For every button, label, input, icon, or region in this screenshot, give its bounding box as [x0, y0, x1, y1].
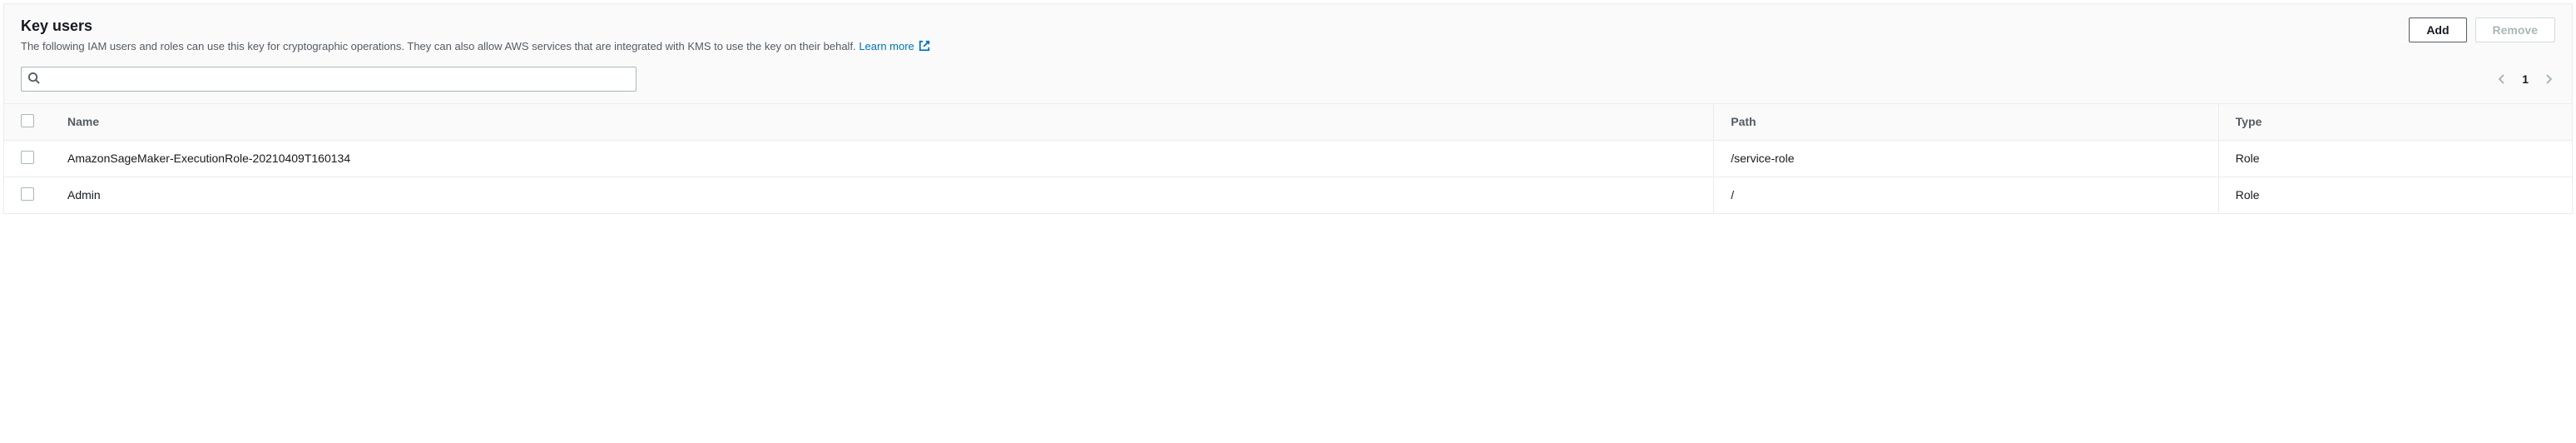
column-header-type[interactable]: Type	[2218, 103, 2572, 140]
table-header-row: Name Path Type	[4, 103, 2572, 140]
row-name: AmazonSageMaker-ExecutionRole-20210409T1…	[51, 140, 1714, 177]
key-users-panel: Key users The following IAM users and ro…	[3, 3, 2573, 214]
row-checkbox[interactable]	[21, 151, 34, 164]
column-header-path[interactable]: Path	[1714, 103, 2219, 140]
learn-more-link[interactable]: Learn more	[859, 40, 930, 52]
row-type: Role	[2218, 140, 2572, 177]
panel-header: Key users The following IAM users and ro…	[4, 4, 2572, 67]
row-name: Admin	[51, 177, 1714, 213]
next-page-button[interactable]	[2542, 72, 2555, 86]
row-type: Role	[2218, 177, 2572, 213]
description-text: The following IAM users and roles can us…	[21, 40, 856, 52]
row-checkbox[interactable]	[21, 187, 34, 201]
panel-description: The following IAM users and roles can us…	[21, 38, 2409, 57]
header-left: Key users The following IAM users and ro…	[21, 17, 2409, 57]
toolbar: 1	[4, 67, 2572, 103]
row-path: /service-role	[1714, 140, 2219, 177]
external-link-icon	[919, 40, 930, 57]
search-wrap	[21, 67, 637, 92]
select-all-cell	[4, 103, 51, 140]
table-row: Admin / Role	[4, 177, 2572, 213]
page-number: 1	[2522, 72, 2529, 86]
pagination: 1	[2495, 72, 2555, 86]
table-row: AmazonSageMaker-ExecutionRole-20210409T1…	[4, 140, 2572, 177]
row-select-cell	[4, 140, 51, 177]
remove-button: Remove	[2475, 17, 2555, 42]
add-button[interactable]: Add	[2409, 17, 2466, 42]
column-header-name[interactable]: Name	[51, 103, 1714, 140]
prev-page-button[interactable]	[2495, 72, 2509, 86]
row-select-cell	[4, 177, 51, 213]
search-input[interactable]	[21, 67, 637, 92]
key-users-table: Name Path Type AmazonSageMaker-Execution…	[4, 103, 2572, 213]
panel-title: Key users	[21, 17, 2409, 35]
learn-more-label: Learn more	[859, 40, 914, 52]
header-actions: Add Remove	[2409, 17, 2555, 42]
row-path: /	[1714, 177, 2219, 213]
select-all-checkbox[interactable]	[21, 114, 34, 127]
